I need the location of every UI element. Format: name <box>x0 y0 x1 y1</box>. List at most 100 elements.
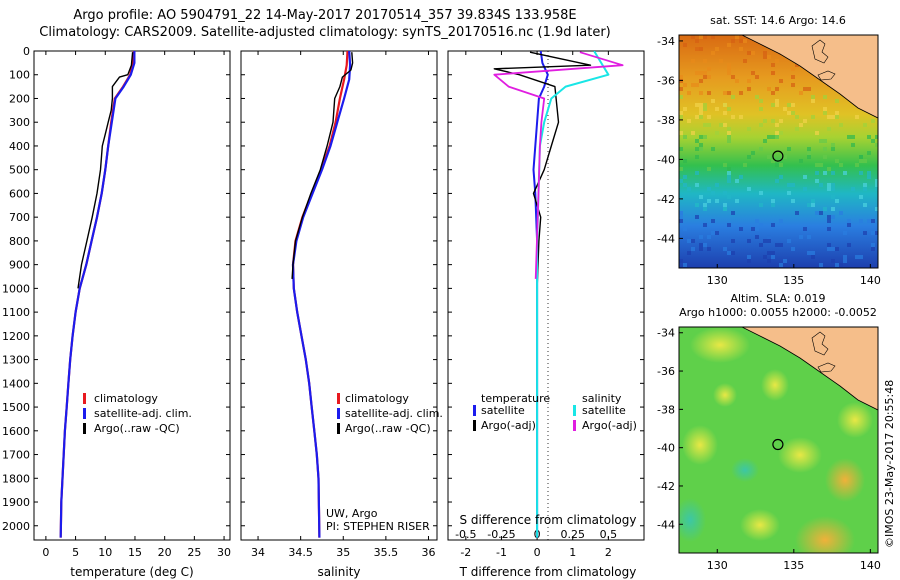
legend-label-argo: Argo(..raw -QC) <box>345 422 431 435</box>
sla-map-frame <box>678 326 879 554</box>
x2-tick-label: 0.25 <box>560 528 585 541</box>
temperature-axes-frame <box>33 50 231 541</box>
map-y-tick-label: -44 <box>657 232 675 245</box>
map-y-tick-label: -42 <box>657 480 675 493</box>
difference-x2label: S difference from climatology <box>460 513 637 527</box>
legend-swatch-argo <box>337 423 340 434</box>
y-tick-label: 1500 <box>2 401 30 414</box>
y-tick-label: 1400 <box>2 377 30 390</box>
y-tick-label: 0 <box>23 45 30 58</box>
x-tick-label: -1 <box>496 546 507 559</box>
map-x-tick-label: 140 <box>860 274 881 287</box>
y-tick-label: 1300 <box>2 354 30 367</box>
map-y-tick-label: -38 <box>657 403 675 416</box>
y-tick-label: 1100 <box>2 306 30 319</box>
salinity-panel: 34 34.5 35 35.5 36 salinity climatology sate… <box>240 50 443 579</box>
map-y-tick-label: -42 <box>657 193 675 206</box>
legend-title-temperature: temperature <box>481 392 550 405</box>
x-tick-label: 1 <box>569 546 576 559</box>
x-tick-label: 0 <box>42 546 49 559</box>
y-tick-label: 200 <box>9 92 30 105</box>
legend-title-salinity: salinity <box>582 392 622 405</box>
argo-float-location-marker <box>772 150 784 162</box>
coastline-land <box>679 35 878 119</box>
chart-title-line2: Climatology: CARS2009. Satellite-adjuste… <box>39 25 611 40</box>
salinity-axes-frame <box>240 50 438 541</box>
legend-label-temperature-argo: Argo(-adj) <box>481 419 536 432</box>
y-tick-label: 1200 <box>2 330 30 343</box>
map-x-tick-label: 135 <box>783 559 804 572</box>
legend-label-argo: Argo(..raw -QC) <box>94 422 180 435</box>
map-y-tick-label: -36 <box>657 365 675 378</box>
map-x-tick-label: 135 <box>783 274 804 287</box>
legend-label-satellite: satellite-adj. clim. <box>345 407 443 420</box>
difference-panel: -2 -1 0 1 2 -0.5 -0.25 0 0.25 0.5 T difference f… <box>447 50 645 579</box>
legend-label-salinity-argo: Argo(-adj) <box>582 419 637 432</box>
y-tick-label: 2000 <box>2 520 30 533</box>
legend-swatch-satellite <box>83 408 86 419</box>
sla-map-subtitle: Argo h1000: 0.0055 h2000: -0.0052 <box>679 306 877 319</box>
y-tick-label: 700 <box>9 211 30 224</box>
salinity-xlabel: salinity <box>317 565 360 579</box>
map-y-tick-label: -40 <box>657 153 675 166</box>
x-tick-label: 0 <box>534 546 541 559</box>
legend-label-climatology: climatology <box>94 392 158 405</box>
sla-map-title: Altim. SLA: 0.019 <box>730 292 825 305</box>
difference-axes-frame <box>447 50 645 541</box>
temperature-panel: 0100200300400500600700800900100011001200… <box>2 45 231 579</box>
x-tick-label: 34.5 <box>288 546 313 559</box>
x2-tick-label: -0.25 <box>487 528 515 541</box>
legend-swatch-climatology <box>337 393 340 404</box>
map-y-tick-label: -38 <box>657 114 675 127</box>
legend-swatch-salinity-satellite <box>573 405 576 416</box>
y-tick-label: 1900 <box>2 496 30 509</box>
x-tick-label: -2 <box>460 546 471 559</box>
x-tick-label: 2 <box>605 546 612 559</box>
map-x-tick-label: 140 <box>860 559 881 572</box>
y-tick-label: 800 <box>9 235 30 248</box>
y-tick-label: 300 <box>9 116 30 129</box>
temperature-xlabel: temperature (deg C) <box>70 565 193 579</box>
legend-label-salinity-satellite: satellite <box>582 404 626 417</box>
map-y-tick-label: -40 <box>657 442 675 455</box>
x-tick-label: 5 <box>72 546 79 559</box>
temperature-legend: climatology satellite-adj. clim. Argo(..… <box>83 392 192 435</box>
sst-map-panel: sat. SST: 14.6 Argo: 14.6 130 135 140 -34 -3… <box>657 14 881 287</box>
x-tick-label: 10 <box>98 546 112 559</box>
legend-swatch-climatology <box>83 393 86 404</box>
coastline-land <box>679 327 878 411</box>
peninsula-land <box>811 331 829 356</box>
y-tick-label: 600 <box>9 187 30 200</box>
y-tick-label: 900 <box>9 259 30 272</box>
imos-credit: ©IMOS 23-May-2017 20:55:48 <box>883 379 896 548</box>
legend-label-satellite: satellite-adj. clim. <box>94 407 192 420</box>
sst-map-frame <box>678 34 879 269</box>
salinity-legend: climatology satellite-adj. clim. Argo(..… <box>337 392 443 435</box>
y-tick-label: 400 <box>9 140 30 153</box>
argo-float-location-marker <box>772 438 784 451</box>
legend-swatch-temperature-satellite <box>473 405 476 416</box>
sst-map-title: sat. SST: 14.6 Argo: 14.6 <box>710 14 846 27</box>
legend-swatch-temperature-argo <box>473 420 476 431</box>
sla-anomaly-blobs <box>679 327 873 553</box>
difference-legend: temperature satellite Argo(-adj) salinit… <box>473 392 637 432</box>
x-tick-label: 20 <box>158 546 172 559</box>
map-y-tick-label: -44 <box>657 518 675 531</box>
y-tick-label: 500 <box>9 164 30 177</box>
chart-title-line1: Argo profile: AO 5904791_22 14-May-2017 … <box>73 8 577 23</box>
y-tick-label: 100 <box>9 69 30 82</box>
legend-label-climatology: climatology <box>345 392 409 405</box>
x-tick-label: 15 <box>128 546 142 559</box>
sla-map-panel: Altim. SLA: 0.019 Argo h1000: 0.0055 h20… <box>657 292 881 572</box>
map-x-tick-label: 130 <box>707 559 728 572</box>
y-tick-label: 1600 <box>2 425 30 438</box>
salinity-annotation-institution: UW, Argo <box>326 507 378 520</box>
map-y-tick-label: -36 <box>657 74 675 87</box>
series-line-temperature-argo-adj- <box>493 51 592 289</box>
x-tick-label: 35.5 <box>374 546 399 559</box>
x-tick-label: 36 <box>421 546 435 559</box>
y-tick-label: 1000 <box>2 282 30 295</box>
legend-label-temperature-satellite: satellite <box>481 404 525 417</box>
series-line-salinity-argo-adj- <box>493 51 624 279</box>
